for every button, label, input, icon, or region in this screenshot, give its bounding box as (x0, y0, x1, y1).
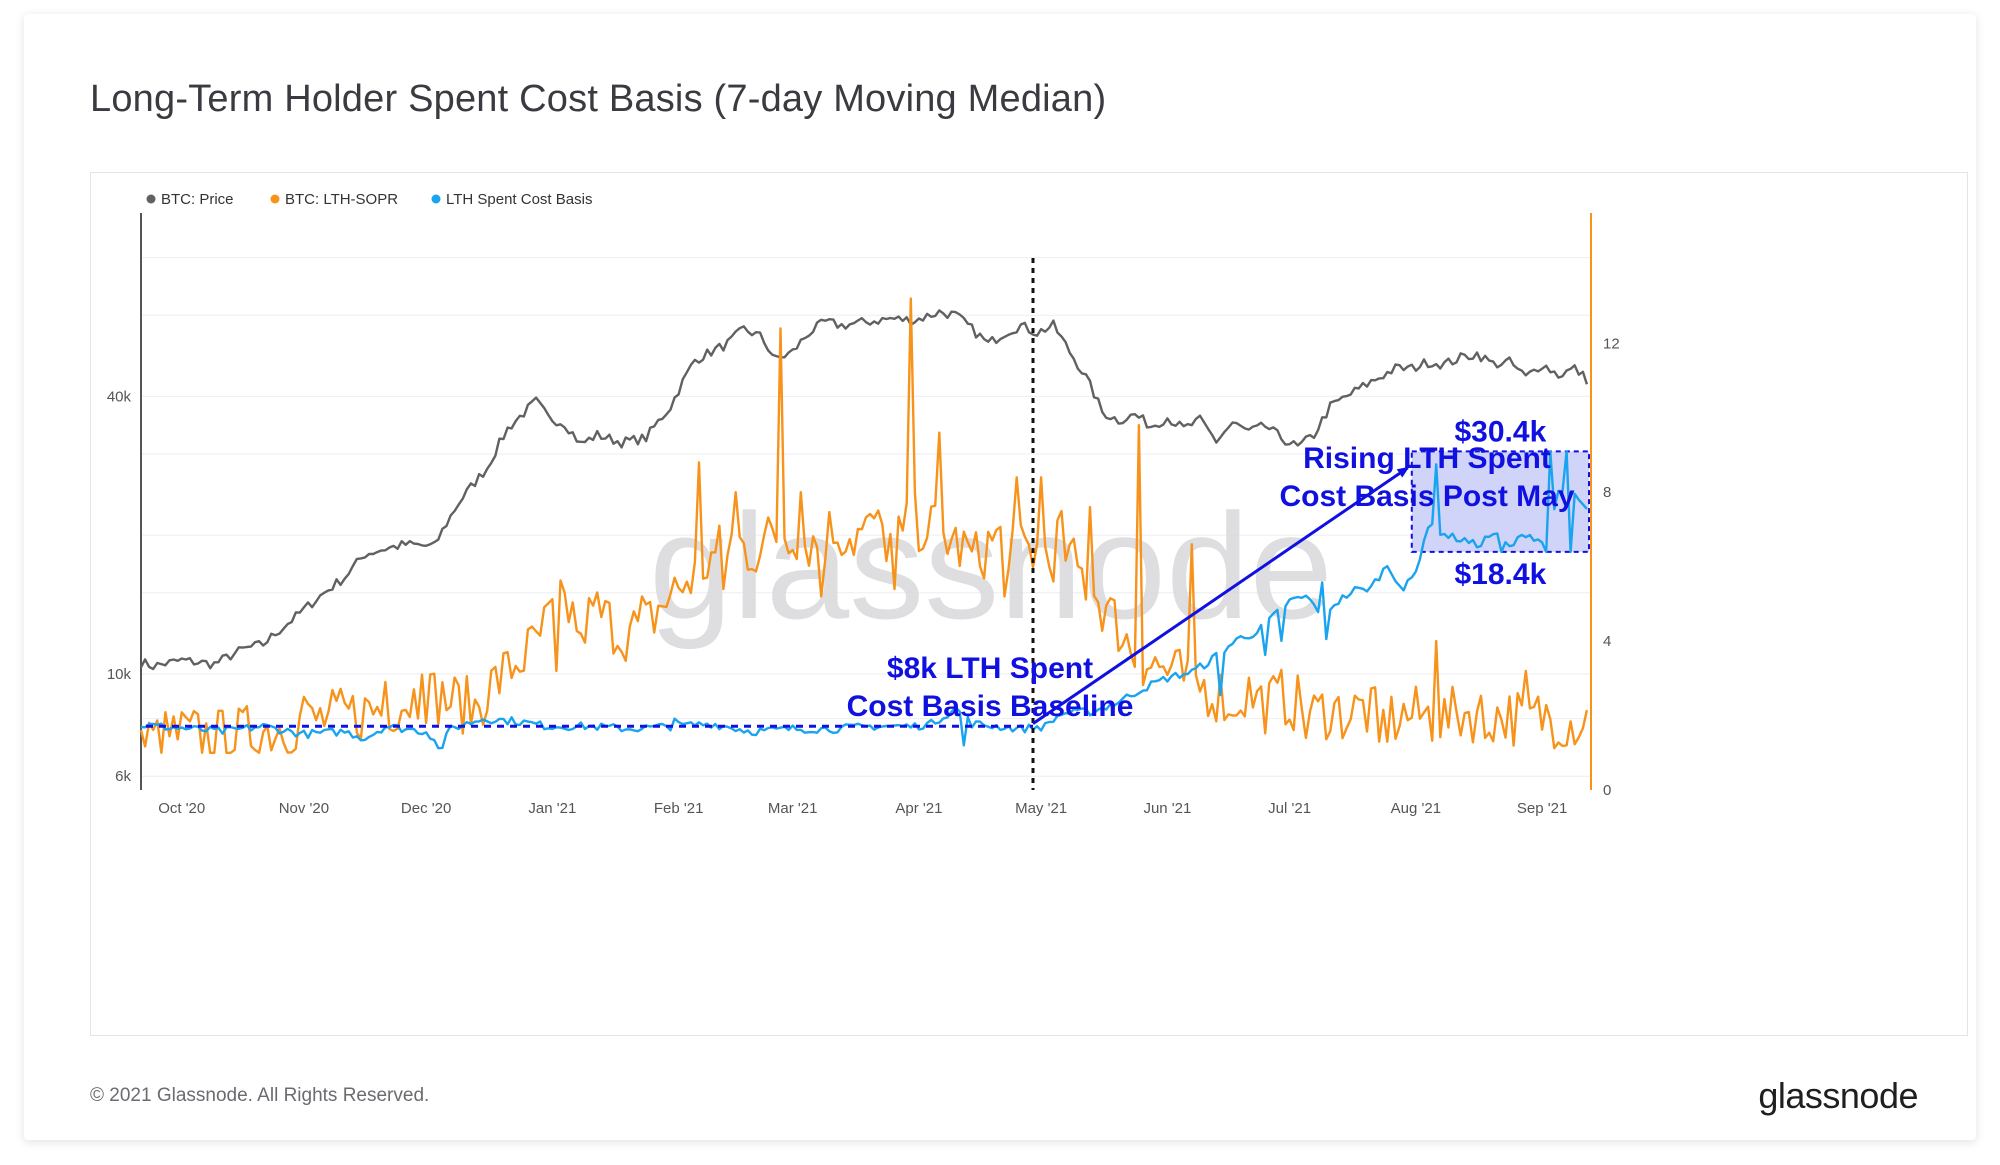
y-right-tick-3: 12 (1603, 335, 1620, 352)
x-tick-5: Mar '21 (768, 800, 818, 817)
y-left-tick-1: 10k (107, 666, 132, 683)
y-left-tick-2: 40k (107, 388, 132, 405)
x-tick-9: Jul '21 (1268, 800, 1311, 817)
x-tick-6: Apr '21 (895, 800, 942, 817)
y-left-tick-0: 6k (115, 768, 131, 785)
x-tick-11: Sep '21 (1517, 800, 1567, 817)
series-layer (139, 297, 1589, 754)
chart-title: Long-Term Holder Spent Cost Basis (7-day… (90, 78, 1107, 120)
legend-marker-0[interactable] (146, 194, 156, 204)
legend-marker-1[interactable] (270, 194, 280, 204)
annotation-layer: $8k LTH Spent Cost Basis Baseline Rising L… (146, 258, 1575, 790)
legend-marker-2[interactable] (431, 194, 441, 204)
baseline-label-line1: $8k LTH Spent (887, 652, 1093, 685)
rising-label-line2: Cost Basis Post May (1279, 480, 1574, 513)
x-tick-8: Jun '21 (1143, 800, 1191, 817)
x-tick-4: Feb '21 (654, 800, 704, 817)
watermark: glassnode (649, 482, 1333, 650)
x-tick-10: Aug '21 (1391, 800, 1441, 817)
series-line-1 (139, 297, 1589, 754)
baseline-label-line2: Cost Basis Baseline (847, 690, 1134, 723)
chart-card: Long-Term Holder Spent Cost Basis (7-day… (24, 14, 1976, 1140)
axes: Oct '20 Nov '20 Dec '20 Jan '21 Feb '21 Mar '… (107, 213, 1620, 817)
x-tick-7: May '21 (1015, 800, 1067, 817)
box-top-label: $30.4k (1455, 415, 1547, 448)
y-right-tick-1: 4 (1603, 633, 1611, 650)
legend-label-0[interactable]: BTC: Price (161, 191, 234, 208)
x-tick-0: Oct '20 (158, 800, 205, 817)
y-right-tick-0: 0 (1603, 782, 1611, 799)
legend-label-2[interactable]: LTH Spent Cost Basis (446, 191, 592, 208)
x-tick-3: Jan '21 (528, 800, 576, 817)
x-tick-2: Dec '20 (401, 800, 451, 817)
rising-label-line1: Rising LTH Spent (1303, 442, 1551, 475)
chart-frame: BTC: Price BTC: LTH-SOPR LTH Spent Cost Ba… (90, 172, 1968, 1036)
series-line-0 (139, 309, 1589, 671)
y-right-tick-2: 8 (1603, 484, 1611, 501)
x-tick-1: Nov '20 (279, 800, 329, 817)
glassnode-logo: glassnode (1758, 1075, 1918, 1116)
copyright-text: © 2021 Glassnode. All Rights Reserved. (90, 1085, 430, 1106)
chart-svg: BTC: Price BTC: LTH-SOPR LTH Spent Cost Ba… (107, 191, 1620, 817)
legend[interactable]: BTC: Price BTC: LTH-SOPR LTH Spent Cost Ba… (146, 191, 593, 208)
box-bottom-label: $18.4k (1455, 558, 1547, 591)
rising-arrow (1032, 466, 1410, 725)
grid-lines (141, 257, 1591, 777)
legend-label-1[interactable]: BTC: LTH-SOPR (285, 191, 398, 208)
